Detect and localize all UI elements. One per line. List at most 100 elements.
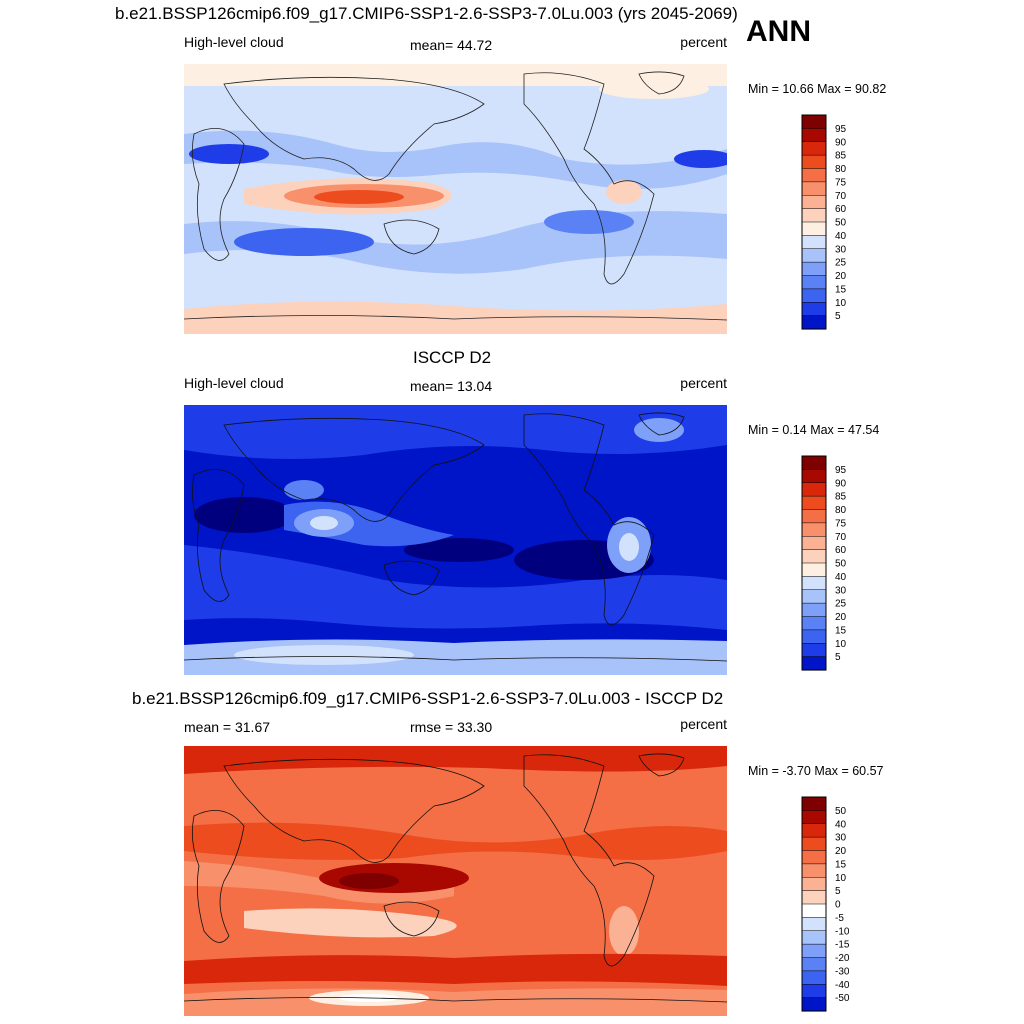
panel2-antarctic-core <box>234 645 414 665</box>
colorbar-tick-label: 75 <box>835 177 847 188</box>
colorbar-tick-label: 20 <box>835 271 847 282</box>
panel1-amazon-cloud <box>606 180 642 204</box>
colorbar-swatch <box>801 261 827 277</box>
panel1-units-label: percent <box>680 34 727 50</box>
colorbar-swatch <box>801 836 827 852</box>
colorbar-swatch <box>801 562 827 577</box>
colorbar-swatch <box>801 168 827 183</box>
colorbar-tick-label: 15 <box>835 284 847 295</box>
colorbar-swatch <box>801 903 827 918</box>
colorbar-frame <box>801 455 827 671</box>
panel3-minmax-label: Min = -3.70 Max = 60.57 <box>748 764 884 778</box>
colorbar-swatch <box>801 997 827 1012</box>
colorbar-tick-label: 10 <box>835 639 847 650</box>
colorbar-tick-label: 30 <box>835 833 847 844</box>
colorbar-tick-label: 25 <box>835 258 847 269</box>
colorbar-tick-label: 30 <box>835 585 847 596</box>
colorbar-swatch <box>801 796 827 811</box>
panel1-atlantic-low-east <box>674 150 727 168</box>
colorbar-tick-label: 5 <box>835 652 841 663</box>
colorbar-tick-label: 20 <box>835 846 847 857</box>
colorbar-swatch <box>801 181 827 196</box>
panel2-mean-label: mean= 13.04 <box>410 378 493 394</box>
panel1-antarctic-band <box>184 301 727 334</box>
panel1-map <box>184 64 727 334</box>
colorbar-swatch <box>801 629 827 644</box>
colorbar-tick-label: 90 <box>835 478 847 489</box>
colorbar-swatch <box>801 576 827 591</box>
panel3-nh-band <box>184 822 727 860</box>
panel3-map <box>184 746 727 1016</box>
colorbar-swatch <box>801 823 827 838</box>
colorbar-swatch <box>801 302 827 317</box>
colorbar-tick-label: 15 <box>835 625 847 636</box>
colorbar-tick-label: -20 <box>835 953 850 964</box>
panel2-pacific-clear <box>404 538 514 562</box>
panel1-atlantic-low <box>189 144 269 164</box>
panel3-mean-label: mean = 31.67 <box>184 719 271 735</box>
colorbar-tick-label: -15 <box>835 940 850 951</box>
colorbar-tick-label: -5 <box>835 913 844 924</box>
panel2-maritime-core <box>310 516 338 530</box>
panel1-mean-label: mean= 44.72 <box>410 37 493 53</box>
colorbar-tick-label: 95 <box>835 124 847 135</box>
panel2-colorbar-svg: 95 90 85 80 75 70 60 50 40 30 25 20 15 10 5 <box>801 455 847 671</box>
colorbar-swatch <box>801 643 827 658</box>
colorbar-swatch <box>801 850 827 865</box>
colorbar-tick-label: 5 <box>835 886 841 897</box>
panel1-arctic-band <box>184 64 727 86</box>
colorbar-swatch <box>801 890 827 905</box>
panel3-antarctic-band <box>184 988 727 1016</box>
colorbar-swatch <box>801 114 827 129</box>
panel2-tibet-cloud <box>284 480 324 500</box>
colorbar-tick-label: 70 <box>835 532 847 543</box>
colorbar-swatch <box>801 877 827 892</box>
colorbar-swatch <box>801 656 827 671</box>
panel3-map-svg <box>184 746 727 1016</box>
panel2-amazon-core <box>619 533 639 561</box>
colorbar-tick-label: 0 <box>835 900 841 911</box>
panel1-title: b.e21.BSSP126cmip6.f09_g17.CMIP6-SSP1-2.… <box>115 4 738 23</box>
panel3-southern-ocean-band <box>184 953 727 986</box>
colorbar-swatch <box>801 221 827 236</box>
panel3-sh-light-band <box>244 908 457 938</box>
panel1-coastlines <box>184 71 727 321</box>
colorbar-tick-label: 85 <box>835 151 847 162</box>
colorbar-swatch <box>801 495 827 511</box>
colorbar-swatch <box>801 917 827 932</box>
colorbar-swatch <box>801 602 827 618</box>
panel3-coastlines <box>184 753 727 1003</box>
colorbar-swatch <box>801 522 827 537</box>
colorbar-tick-label: 20 <box>835 612 847 623</box>
colorbar-tick-label: 75 <box>835 518 847 529</box>
colorbar-swatch <box>801 930 827 945</box>
panel2-minmax-label: Min = 0.14 Max = 47.54 <box>748 423 880 437</box>
colorbar-tick-label: 85 <box>835 492 847 503</box>
colorbar-frame <box>801 796 827 1012</box>
colorbar-swatch <box>801 248 827 263</box>
colorbar-tick-label: -40 <box>835 980 850 991</box>
panel2-coastlines <box>184 412 727 662</box>
panel2-sh-band <box>184 545 727 630</box>
panel1-colorbar-svg: 95 90 85 80 75 70 60 50 40 30 25 20 15 10 5 <box>801 114 847 330</box>
colorbar-tick-label: 40 <box>835 819 847 830</box>
colorbar-swatch <box>801 810 827 825</box>
colorbar-swatch <box>801 589 827 604</box>
colorbar-swatch <box>801 509 827 524</box>
panel1-warm-pool-core <box>314 190 404 204</box>
colorbar-tick-label: 50 <box>835 806 847 817</box>
colorbar-swatch <box>801 208 827 223</box>
panel1-nh-storm-band <box>184 130 727 189</box>
colorbar-tick-label: 15 <box>835 859 847 870</box>
panel3-title: b.e21.BSSP126cmip6.f09_g17.CMIP6-SSP1-2.… <box>132 689 724 708</box>
colorbar-tick-label: -50 <box>835 993 850 1004</box>
panel3-arctic-band <box>184 746 727 774</box>
colorbar-tick-label: 70 <box>835 191 847 202</box>
panel1-minmax-label: Min = 10.66 Max = 90.82 <box>748 82 887 96</box>
panel2-map-svg <box>184 405 727 675</box>
colorbar-tick-label: 10 <box>835 873 847 884</box>
colorbar-tick-label: 60 <box>835 545 847 556</box>
panel2-atlantic-clear <box>194 497 294 533</box>
colorbar-swatch <box>801 455 827 470</box>
colorbar-tick-label: 50 <box>835 559 847 570</box>
